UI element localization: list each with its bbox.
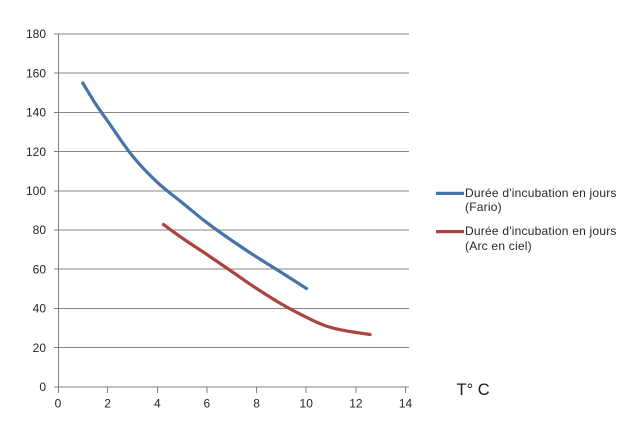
svg-text:60: 60: [33, 262, 47, 276]
svg-text:20: 20: [33, 341, 47, 355]
svg-text:0: 0: [55, 397, 62, 411]
svg-text:180: 180: [26, 27, 46, 41]
svg-text:6: 6: [204, 397, 211, 411]
svg-text:8: 8: [253, 397, 260, 411]
svg-text:14: 14: [399, 397, 413, 411]
svg-text:10: 10: [300, 397, 314, 411]
svg-text:100: 100: [26, 184, 46, 198]
svg-text:80: 80: [33, 223, 47, 237]
svg-text:2: 2: [104, 397, 111, 411]
svg-text:40: 40: [33, 302, 47, 316]
svg-text:12: 12: [349, 397, 363, 411]
svg-text:140: 140: [26, 106, 46, 120]
svg-text:160: 160: [26, 66, 46, 80]
svg-text:4: 4: [154, 397, 161, 411]
svg-text:120: 120: [26, 145, 46, 159]
svg-text:0: 0: [39, 380, 46, 394]
